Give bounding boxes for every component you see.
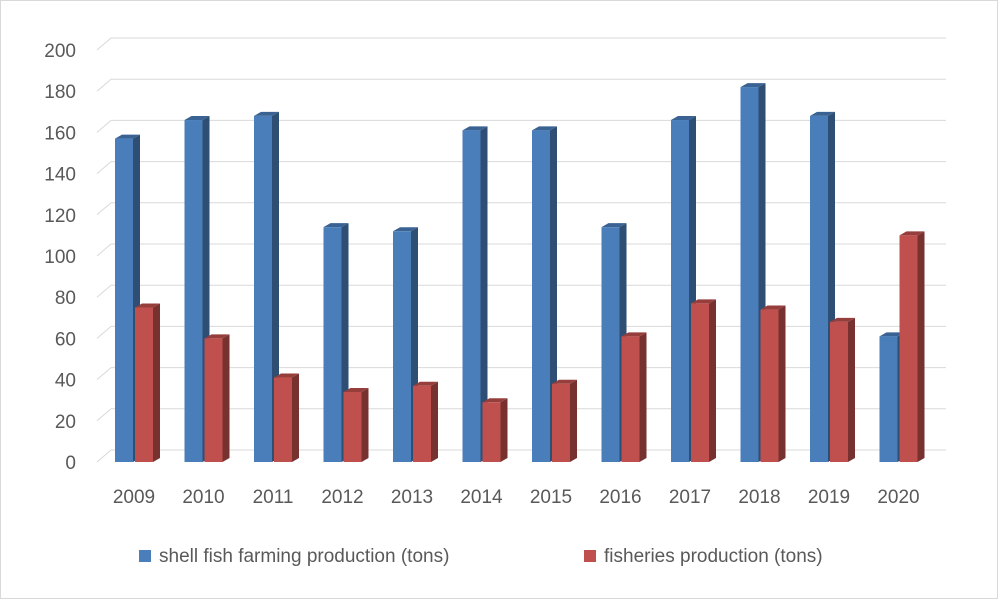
gridline (96, 243, 946, 257)
bar-fisheries-2016 (621, 332, 647, 462)
bar-shellfish-2014 (462, 126, 488, 462)
gridline (96, 449, 946, 463)
x-tick-label: 2010 (182, 487, 224, 508)
gridline (96, 284, 946, 298)
y-tick-label: 180 (44, 82, 76, 103)
y-tick-label: 160 (44, 123, 76, 144)
y-tick-label: 200 (44, 41, 76, 62)
y-tick-label: 120 (44, 206, 76, 227)
x-tick-label: 2017 (669, 487, 711, 508)
bar-fisheries-2012 (343, 387, 369, 462)
bar-fisheries-2015 (552, 379, 577, 462)
gridline (96, 78, 946, 92)
bar-fisheries-2013 (413, 381, 438, 462)
bars (115, 83, 925, 463)
y-axis-ticks: 0 20 40 60 80 100 120 140 160 180 200 (44, 41, 76, 474)
y-tick-label: 20 (55, 412, 76, 433)
x-tick-label: 2015 (530, 487, 572, 508)
bar-fisheries-2011 (274, 373, 299, 462)
y-tick-label: 140 (44, 165, 76, 186)
x-tick-label: 2012 (321, 487, 363, 508)
legend-item-fisheries: fisheries production (tons) (584, 546, 823, 567)
bar-fisheries-2014 (482, 398, 508, 462)
gridline (96, 325, 946, 339)
legend: shell fish farming production (tons) fish… (139, 546, 823, 567)
bar-shellfish-2015 (532, 126, 557, 462)
x-tick-label: 2018 (738, 487, 780, 508)
gridline (96, 367, 946, 380)
bar-fisheries-2010 (204, 334, 230, 462)
gridline (96, 202, 946, 216)
gridline (96, 161, 946, 174)
gridline (96, 408, 946, 422)
x-tick-label: 2009 (113, 487, 155, 508)
y-tick-label: 0 (65, 453, 76, 474)
y-tick-label: 80 (55, 288, 76, 309)
legend-swatch (584, 550, 596, 562)
gridlines (96, 37, 946, 463)
bar-fisheries-2020 (899, 231, 925, 462)
bar-fisheries-2018 (760, 305, 786, 462)
bar-fisheries-2019 (830, 317, 855, 462)
legend-label: shell fish farming production (tons) (159, 546, 449, 567)
legend-label: fisheries production (tons) (604, 546, 823, 567)
x-tick-label: 2016 (599, 487, 641, 508)
bar-shellfish-2017 (671, 116, 696, 462)
y-tick-label: 60 (55, 329, 76, 350)
legend-item-shellfish: shell fish farming production (tons) (139, 546, 449, 567)
y-tick-label: 100 (44, 247, 76, 268)
x-axis-ticks: 2009 2010 2011 2012 2013 2014 2015 2016 2017 2018… (113, 487, 920, 508)
bar-fisheries-2009 (135, 303, 160, 462)
y-tick-label: 40 (55, 371, 76, 392)
gridline (96, 37, 946, 51)
x-tick-label: 2013 (391, 487, 433, 508)
x-tick-label: 2019 (808, 487, 850, 508)
legend-swatch (139, 550, 151, 562)
bar-shellfish-2011 (254, 111, 279, 463)
gridline (96, 119, 946, 133)
x-tick-label: 2014 (460, 487, 503, 508)
bar-fisheries-2017 (691, 299, 716, 462)
x-tick-label: 2011 (253, 487, 294, 508)
x-tick-label: 2020 (877, 487, 919, 508)
